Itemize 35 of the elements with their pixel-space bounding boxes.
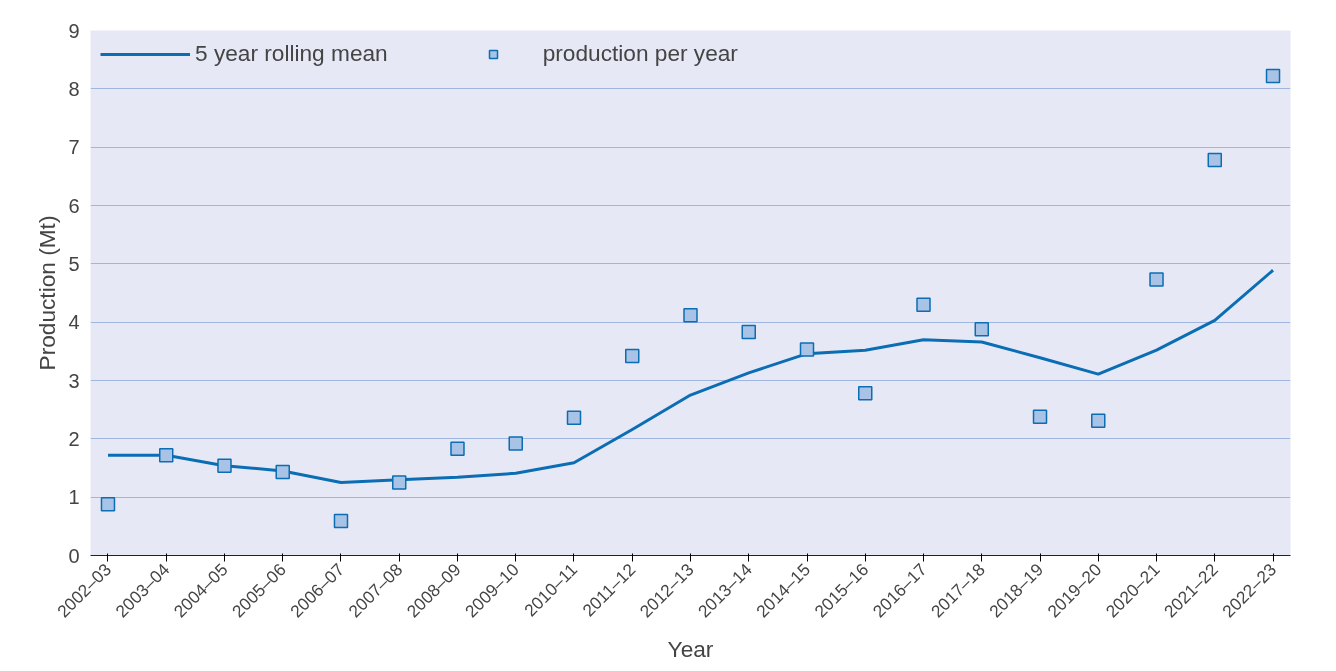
y-tick-label: 8 (68, 77, 80, 100)
legend-label: production per year (542, 40, 738, 67)
legend-label: 5 year rolling mean (195, 40, 388, 67)
y-tick-label: 3 (68, 369, 80, 392)
point (333, 513, 349, 529)
point (508, 436, 523, 451)
y-tick-label: 5 (68, 252, 80, 275)
point (275, 464, 290, 480)
point (858, 386, 873, 401)
point (625, 348, 640, 364)
point (683, 307, 698, 323)
y-tick-label: 7 (68, 136, 80, 159)
point (100, 496, 116, 512)
point (1032, 409, 1048, 424)
point (217, 458, 232, 473)
y-tick-label: 4 (68, 311, 80, 334)
x-axis-title: Year (667, 636, 714, 663)
y-tick-label: 2 (68, 427, 80, 450)
y-tick-label: 0 (68, 544, 80, 567)
y-tick-label: 9 (68, 19, 80, 42)
point (916, 297, 931, 312)
point (158, 447, 174, 463)
point (1091, 413, 1106, 428)
point (1207, 152, 1223, 168)
point (741, 324, 756, 340)
y-tick-label: 6 (68, 194, 80, 217)
point (450, 441, 465, 456)
point (1149, 272, 1164, 287)
y-axis-title: Production (Mt) (34, 215, 61, 371)
point (566, 410, 582, 426)
point (974, 321, 990, 337)
point (391, 475, 407, 490)
y-tick-label: 1 (68, 486, 80, 509)
point (1265, 68, 1281, 84)
point (799, 342, 815, 357)
